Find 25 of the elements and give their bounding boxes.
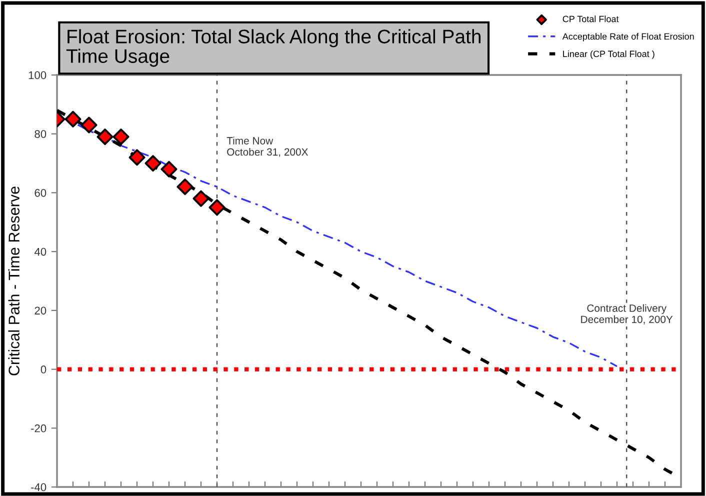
point xyxy=(144,155,162,172)
chart-title: Float Erosion: Total Slack Along the Critical Path Time Usage xyxy=(66,29,480,67)
legend-label: Linear (CP Total Float ) xyxy=(563,50,654,59)
point xyxy=(128,149,146,166)
point xyxy=(192,190,210,207)
y-tick-label: 60 xyxy=(34,188,46,197)
legend-label: CP Total Float xyxy=(562,16,619,22)
point xyxy=(176,178,194,196)
y-axis-title: Critical Path - Time Reserve xyxy=(8,186,20,376)
annotation: Contract Delivery December 10, 200Y xyxy=(581,304,673,324)
y-tick-label: 0 xyxy=(40,366,46,374)
point xyxy=(208,199,226,216)
y-tick-label: -40 xyxy=(31,483,46,492)
annotation: Time Now October 31, 200X xyxy=(226,136,308,157)
y-tick-label: 100 xyxy=(28,71,46,80)
point xyxy=(96,128,114,146)
point xyxy=(112,128,130,146)
point xyxy=(160,160,178,178)
y-tick-label: -20 xyxy=(31,424,46,432)
legend-label: Acceptable Rate of Float Erosion xyxy=(562,33,694,42)
point xyxy=(80,116,98,134)
y-tick-label: 20 xyxy=(34,306,46,315)
y-tick-label: 40 xyxy=(34,248,46,256)
point xyxy=(64,110,82,128)
y-tick-label: 80 xyxy=(34,130,46,138)
